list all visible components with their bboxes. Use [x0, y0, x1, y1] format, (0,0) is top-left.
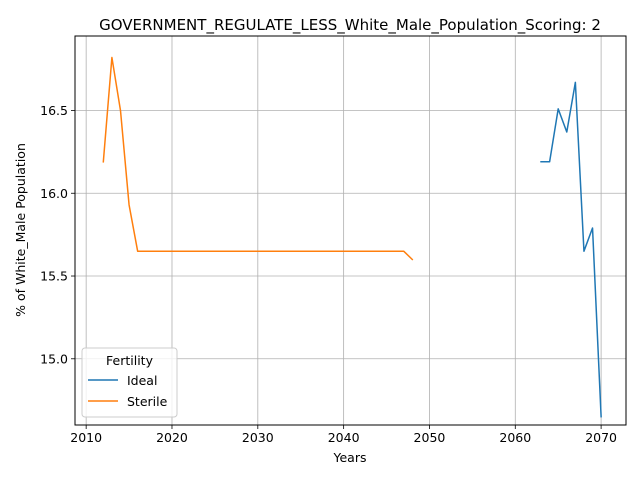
x-axis-ticks: 2010 2020 2030 2040 2050 2060 2070 — [70, 425, 617, 445]
y-tick-label: 16.5 — [40, 103, 68, 118]
y-axis-label: % of White_Male Population — [13, 143, 28, 317]
legend: Fertility Ideal Sterile — [81, 347, 178, 418]
y-tick-label: 15.0 — [40, 351, 68, 366]
legend-box — [81, 347, 178, 418]
legend-label-ideal: Ideal — [127, 373, 157, 388]
x-tick-label: 2050 — [414, 430, 446, 445]
x-tick-label: 2030 — [242, 430, 274, 445]
x-axis-label: Years — [333, 450, 367, 465]
x-tick-label: 2070 — [585, 430, 617, 445]
chart-title: GOVERNMENT_REGULATE_LESS_White_Male_Popu… — [99, 16, 601, 35]
x-tick-label: 2020 — [156, 430, 188, 445]
plot-frame — [74, 35, 627, 426]
x-tick-label: 2040 — [328, 430, 360, 445]
legend-label-sterile: Sterile — [127, 394, 168, 409]
y-tick-label: 16.0 — [40, 186, 68, 201]
y-axis-ticks: 15.0 15.5 16.0 16.5 — [40, 103, 75, 366]
series-lines — [102, 56, 602, 418]
legend-title: Fertility — [106, 353, 154, 368]
series-line-sterile — [102, 56, 414, 261]
y-tick-label: 15.5 — [40, 269, 68, 284]
series-line-ideal — [540, 81, 602, 418]
x-tick-label: 2010 — [70, 430, 102, 445]
x-tick-label: 2060 — [499, 430, 531, 445]
